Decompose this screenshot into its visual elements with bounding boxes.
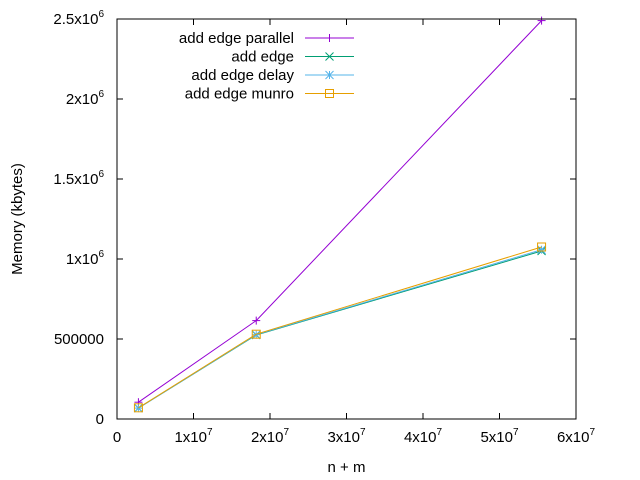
series-line-1 [138,250,542,409]
legend-label: add edge parallel [179,30,294,47]
legend-swatch-marker [325,89,334,98]
series-line-3 [138,246,542,409]
data-point [537,242,547,252]
y-tick-label: 2.5x106 [53,9,104,28]
data-point [537,16,546,25]
x-tick-label: 0 [113,429,121,446]
legend-label: add edge munro [185,86,294,103]
data-point [133,403,143,413]
legend-swatch-marker [325,52,334,61]
legend-swatch-marker [325,70,334,80]
y-tick-label: 1.5x106 [53,169,104,188]
data-point [537,245,546,255]
series-line-2 [138,249,542,409]
x-axis-label: n + m [328,459,366,476]
x-tick-label: 5x107 [480,427,519,446]
x-tick-label: 3x107 [327,427,366,446]
data-point [252,316,261,325]
legend-swatch-marker [325,34,334,42]
data-point [251,329,261,339]
axis-ticks-group: 0 1x107 2x107 3x107 4x107 5x107 6x107 0 500000 1x… [53,9,595,446]
y-tick-label: 0 [96,411,104,428]
plot-frame [116,18,577,420]
x-tick-label: 2x107 [251,427,290,446]
plot-series-group [133,16,547,413]
y-tick-label: 2x106 [66,89,105,108]
data-point [134,403,143,413]
x-tick-label: 1x107 [174,427,213,446]
legend-label: add edge [231,49,294,66]
x-tick-label: 4x107 [404,427,443,446]
y-axis-label: Memory (kbytes) [9,163,26,275]
legend-label: add edge delay [191,67,294,84]
y-tick-label: 500000 [54,331,104,348]
y-tick-label: 1x106 [66,249,105,268]
x-tick-label: 6x107 [557,427,596,446]
